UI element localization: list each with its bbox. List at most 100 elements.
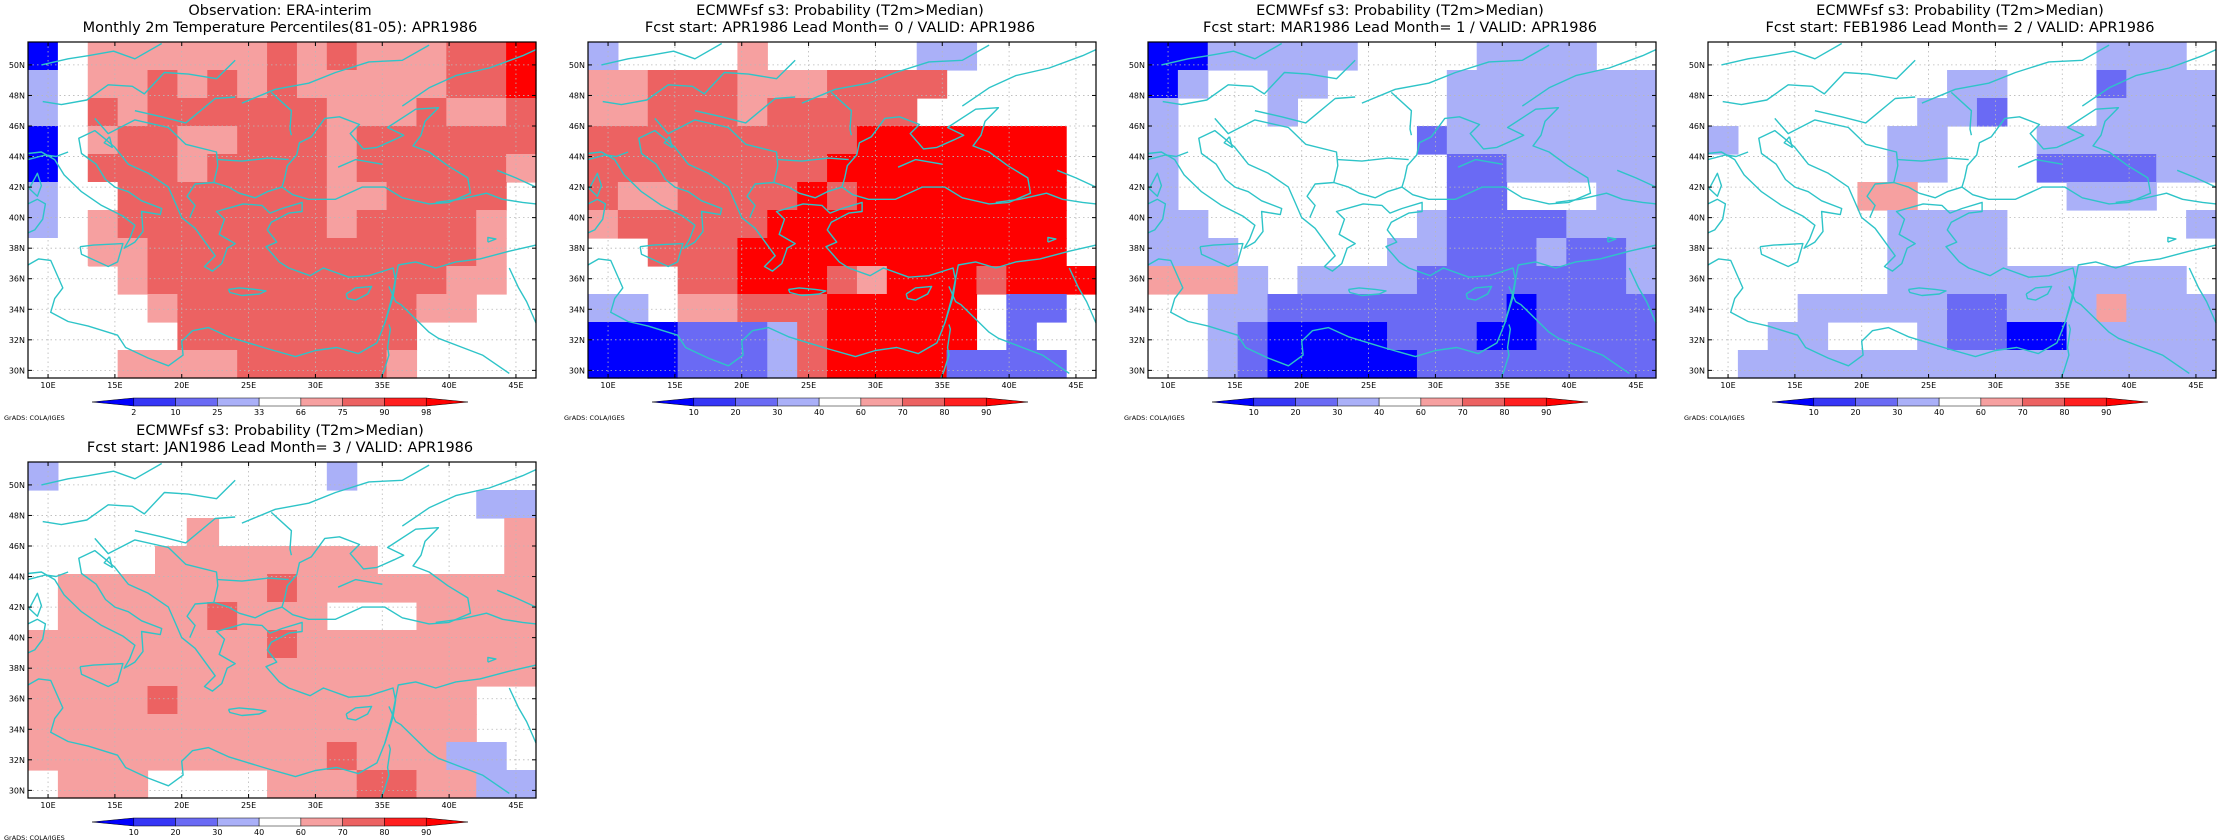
lat-tick-label: 42N — [9, 603, 25, 612]
grid-cell — [916, 126, 948, 155]
grid-cell — [87, 154, 119, 183]
coastline — [217, 157, 289, 162]
grid-cell — [386, 630, 418, 659]
coastline — [601, 42, 723, 66]
grid-cell — [416, 630, 447, 659]
color-bar-swatch — [217, 397, 260, 407]
grid-cell — [2066, 350, 2098, 379]
grid-cell — [1536, 294, 1567, 323]
lat-tick-label: 34N — [9, 725, 25, 734]
coastlines — [587, 42, 1097, 379]
coastline — [1504, 244, 1657, 324]
color-bar-swatch — [860, 397, 903, 407]
grid-cell — [476, 658, 507, 687]
coastline — [602, 59, 796, 106]
coastline — [134, 96, 236, 124]
coastline — [995, 192, 1097, 205]
grid-cell — [1976, 210, 2008, 239]
grid-cell — [2096, 294, 2127, 323]
lat-tick-label: 48N — [1689, 91, 1705, 100]
grid-cell — [1237, 266, 1269, 295]
grid-cell — [476, 182, 507, 211]
grid-cell — [57, 238, 89, 267]
grid-cell — [57, 658, 89, 687]
coastline — [1390, 91, 1413, 136]
grid-cell — [446, 238, 477, 267]
panel-title-line1: ECMWFsf s3: Probability (T2m>Median) — [1256, 3, 1544, 19]
coastline — [1508, 286, 1630, 374]
grid-cell — [147, 210, 179, 239]
grid-cell — [856, 98, 888, 127]
grid-cell — [147, 658, 179, 687]
color-bar-swatch — [300, 397, 343, 407]
lon-tick-label: 35E — [375, 801, 390, 810]
grid-cell — [267, 742, 298, 771]
grid-cell — [1767, 322, 1799, 351]
lon-tick-label: 45E — [1068, 381, 1083, 390]
grid-cell — [267, 42, 298, 71]
lat-tick-label: 48N — [9, 91, 25, 100]
lat-tick-label: 32N — [1129, 336, 1145, 345]
map-svg: ECMWFsf s3: Probability (T2m>Median)Fcst… — [1124, 3, 1657, 422]
coastline — [213, 601, 283, 619]
coastline — [587, 129, 957, 367]
grid-cell — [177, 714, 208, 743]
lon-tick-label: 15E — [1787, 381, 1802, 390]
lon-tick-label: 20E — [1854, 381, 1869, 390]
coastline — [79, 242, 124, 268]
grid-cell — [57, 154, 89, 183]
coastline — [1068, 267, 1097, 324]
coastline — [2188, 267, 2217, 324]
grid-cell — [386, 770, 418, 799]
grid-cell — [296, 294, 328, 323]
grid-cell — [207, 154, 238, 183]
coastline — [694, 96, 796, 124]
grid-cell — [946, 322, 978, 351]
lon-tick-label: 35E — [1495, 381, 1510, 390]
grads-credit: GrADS: COLA/IGES — [564, 414, 625, 422]
coastline — [1814, 96, 1916, 124]
color-bar-swatch — [1771, 397, 1815, 407]
grid-cell — [1357, 294, 1388, 323]
color-bar-label: 90 — [379, 408, 389, 417]
grid-cell — [416, 770, 447, 799]
grid-cell — [117, 770, 149, 799]
lat-tick-label: 40N — [9, 634, 25, 643]
grid-cell — [707, 126, 739, 155]
coastline — [1707, 198, 1727, 234]
grid-cell — [57, 602, 89, 631]
coastline — [134, 516, 236, 544]
lat-tick-label: 40N — [569, 214, 585, 223]
grid-cell — [1506, 322, 1538, 351]
grid-cell — [476, 126, 507, 155]
grid-cell — [237, 98, 268, 127]
grid-cell — [737, 154, 768, 183]
grid-cell — [2156, 126, 2187, 155]
grads-credit: GrADS: COLA/IGES — [4, 414, 65, 422]
shaded-cells — [28, 42, 537, 379]
grid-cell — [2096, 126, 2127, 155]
lat-tick-label: 32N — [9, 336, 25, 345]
grid-cell — [207, 350, 238, 379]
grid-cell — [87, 210, 119, 239]
coastline — [2017, 158, 2063, 168]
coastline — [777, 157, 849, 162]
grid-cell — [267, 350, 298, 379]
grid-cell — [1036, 182, 1067, 211]
grid-cell — [326, 770, 358, 799]
color-bar-swatch — [384, 397, 427, 407]
color-bar-swatch — [133, 817, 176, 827]
grid-cell — [237, 350, 268, 379]
lat-tick-label: 48N — [9, 511, 25, 520]
color-bar-label: 70 — [1458, 408, 1468, 417]
grid-cell — [296, 658, 328, 687]
grid-cell — [416, 210, 447, 239]
grid-cell — [267, 294, 298, 323]
coastline — [217, 577, 289, 582]
grid-cell — [647, 70, 679, 99]
graticule — [28, 462, 536, 798]
grid-cell — [2066, 182, 2098, 211]
grid-cell — [1596, 294, 1627, 323]
coastline — [801, 44, 990, 104]
grid-cell — [147, 126, 179, 155]
